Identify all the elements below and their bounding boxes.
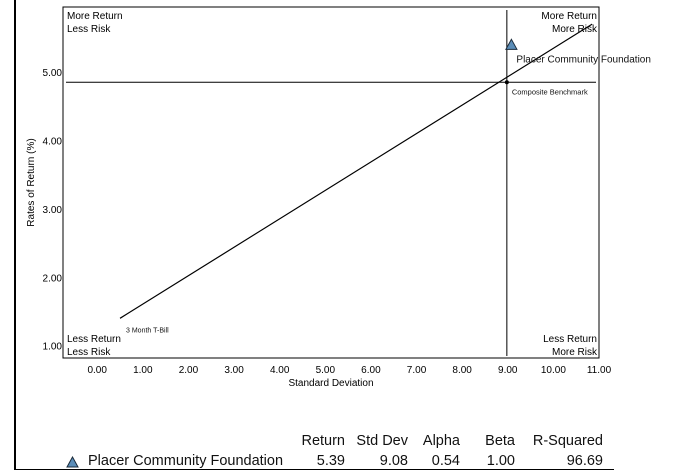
x-tick-label-1: 1.00 [133,365,153,376]
y-tick-label-2: 3.00 [43,205,63,216]
y-tick-label-3: 4.00 [43,136,63,147]
x-tick-label-2: 2.00 [179,365,199,376]
y-tick-label-4: 5.00 [43,68,63,79]
bottom-page-border [14,469,614,470]
header-std-dev: Std Dev [356,433,408,449]
x-tick-label-4: 4.00 [270,365,290,376]
capital-market-line [119,23,593,319]
x-tick-label-5: 5.00 [316,365,336,376]
benchmark-label: Composite Benchmark [512,87,588,96]
triangle-marker-icon [66,456,79,468]
row-name-placer: Placer Community Foundation [88,453,284,469]
x-tick-label-9: 9.00 [498,365,518,376]
quadrant-bottom-left-line2: Less Risk [67,347,111,358]
plot-frame [62,6,600,359]
header-return: Return [301,433,345,449]
x-tick-label-3: 3.00 [224,365,244,376]
left-page-border [14,0,16,470]
quadrant-top-right-line2: More Risk [552,24,598,35]
statistics-table: Return Std Dev Alpha Beta R-Squared Plac… [0,430,677,472]
y-axis-label: Rates of Return (%) [26,138,37,226]
quadrant-top-right-line1: More Return [541,11,597,22]
header-r-squared: R-Squared [532,433,603,449]
quadrant-top-left-line1: More Return [67,11,123,22]
x-tick-label-0: 0.00 [87,365,107,376]
quadrant-bottom-left-line1: Less Return [67,334,121,345]
y-tick-label-1: 2.00 [43,273,63,284]
value-std-dev: 9.08 [379,453,408,469]
fund-triangle-point-0 [505,38,518,50]
x-tick-label-8: 8.00 [452,365,472,376]
quadrant-bottom-right-line2: More Risk [552,347,598,358]
fund-point-label-0: Placer Community Foundation [516,54,651,65]
benchmark-point [504,80,509,85]
risk-return-chart: 3 Month T-Bill Composite Benchmark Placer … [26,6,651,389]
tbill-label: 3 Month T-Bill [126,327,169,334]
header-beta: Beta [485,433,515,449]
x-tick-label-6: 6.00 [361,365,381,376]
quadrant-top-left-line2: Less Risk [67,24,111,35]
value-return: 5.39 [316,453,345,469]
x-tick-label-7: 7.00 [407,365,427,376]
x-axis-label: Standard Deviation [288,378,373,389]
y-tick-label-0: 1.00 [43,342,63,353]
value-beta: 1.00 [486,453,515,469]
x-tick-label-11: 11.00 [587,365,612,376]
value-r-squared: 96.69 [566,453,603,469]
value-alpha: 0.54 [431,453,460,469]
header-alpha: Alpha [422,433,460,449]
quadrant-bottom-right-line1: Less Return [543,334,597,345]
x-tick-label-10: 10.00 [541,365,566,376]
